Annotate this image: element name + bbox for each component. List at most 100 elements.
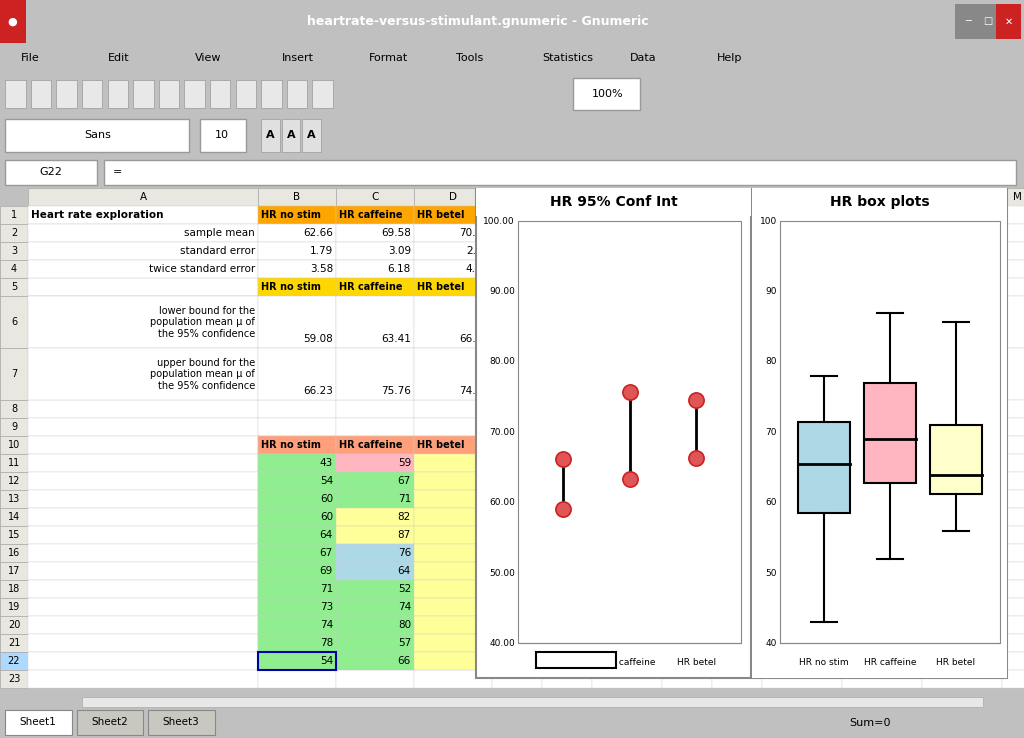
Text: 71: 71 [476,638,489,649]
Text: HR 95% Conf Int: HR 95% Conf Int [550,195,677,209]
Text: 71: 71 [397,494,411,504]
Bar [662,599,712,616]
Bar [258,206,336,224]
Bar [712,418,762,436]
Bar [842,508,922,526]
Bar [28,455,258,472]
Bar [542,599,592,616]
Text: 100: 100 [760,217,777,226]
Bar [922,670,1002,689]
Bar [184,80,205,108]
Text: 74: 74 [397,602,411,613]
Bar [28,242,258,261]
Bar [1002,224,1024,242]
Bar [492,545,542,562]
Text: G22: G22 [40,168,62,177]
Bar [762,545,842,562]
Bar [762,490,842,508]
Bar [712,545,762,562]
Bar [258,206,336,224]
Bar [842,278,922,296]
Bar [542,261,592,278]
Bar [0,599,28,616]
Bar [414,526,492,545]
Bar [414,635,492,652]
Text: HR no stim: HR no stim [261,441,321,450]
Text: J: J [801,192,804,202]
Text: 100%: 100% [592,89,623,99]
Text: Sheet2: Sheet2 [91,717,128,727]
Bar [258,400,336,418]
Bar [28,490,258,508]
Text: Format: Format [369,53,408,63]
Bar [336,436,414,455]
Text: 17: 17 [8,566,20,576]
Text: 43: 43 [319,458,333,469]
Bar [592,526,662,545]
Bar [842,580,922,599]
Bar [28,580,258,599]
Bar [518,221,741,644]
Bar [592,436,662,455]
Text: 64: 64 [319,531,333,540]
Text: 62: 62 [476,458,489,469]
Bar [414,562,492,580]
Bar [662,580,712,599]
Text: 1.79: 1.79 [309,246,333,256]
Bar [762,400,842,418]
Bar [492,261,542,278]
Text: Data: Data [630,53,656,63]
Bar [542,508,592,526]
Bar [712,580,762,599]
Bar [842,188,922,206]
Text: Insert: Insert [282,53,313,63]
Bar [842,348,922,400]
Point [622,473,638,485]
Bar [0,400,28,418]
Bar [104,159,1016,185]
Text: heartrate-versus-stimulant.gnumeric - Gnumeric: heartrate-versus-stimulant.gnumeric - Gn… [307,15,649,28]
Bar [336,580,414,599]
Text: 80: 80 [766,357,777,367]
Text: 70.45: 70.45 [459,228,489,238]
Bar [842,242,922,261]
Bar [336,278,414,296]
Bar [28,526,258,545]
Bar [492,670,542,689]
Text: 13: 13 [8,494,20,504]
Bar [542,242,592,261]
Text: Help: Help [717,53,742,63]
Bar [662,616,712,635]
Bar [336,580,414,599]
Bar [842,261,922,278]
Text: HR caffeine: HR caffeine [603,658,655,667]
Bar [712,188,762,206]
Bar [258,348,336,400]
Bar [258,635,336,652]
Bar [336,455,414,472]
Bar [492,242,542,261]
Bar [258,616,336,635]
Bar [762,436,842,455]
Bar [336,599,414,616]
Text: 82: 82 [397,512,411,523]
Bar [0,0,26,43]
Text: =: = [113,168,122,177]
Bar [712,278,762,296]
Text: 52: 52 [397,584,411,594]
Bar [492,562,542,580]
Bar [336,490,414,508]
Text: standard error: standard error [180,246,255,256]
Text: 70.00: 70.00 [489,428,515,437]
Bar [922,224,1002,242]
Text: B: B [294,192,301,202]
Bar [762,508,842,526]
Bar [592,400,662,418]
Bar [492,616,542,635]
Bar [0,224,28,242]
Bar [492,436,542,455]
Bar [336,670,414,689]
Bar [258,224,336,242]
Bar [842,490,922,508]
Text: twice standard error: twice standard error [148,264,255,275]
